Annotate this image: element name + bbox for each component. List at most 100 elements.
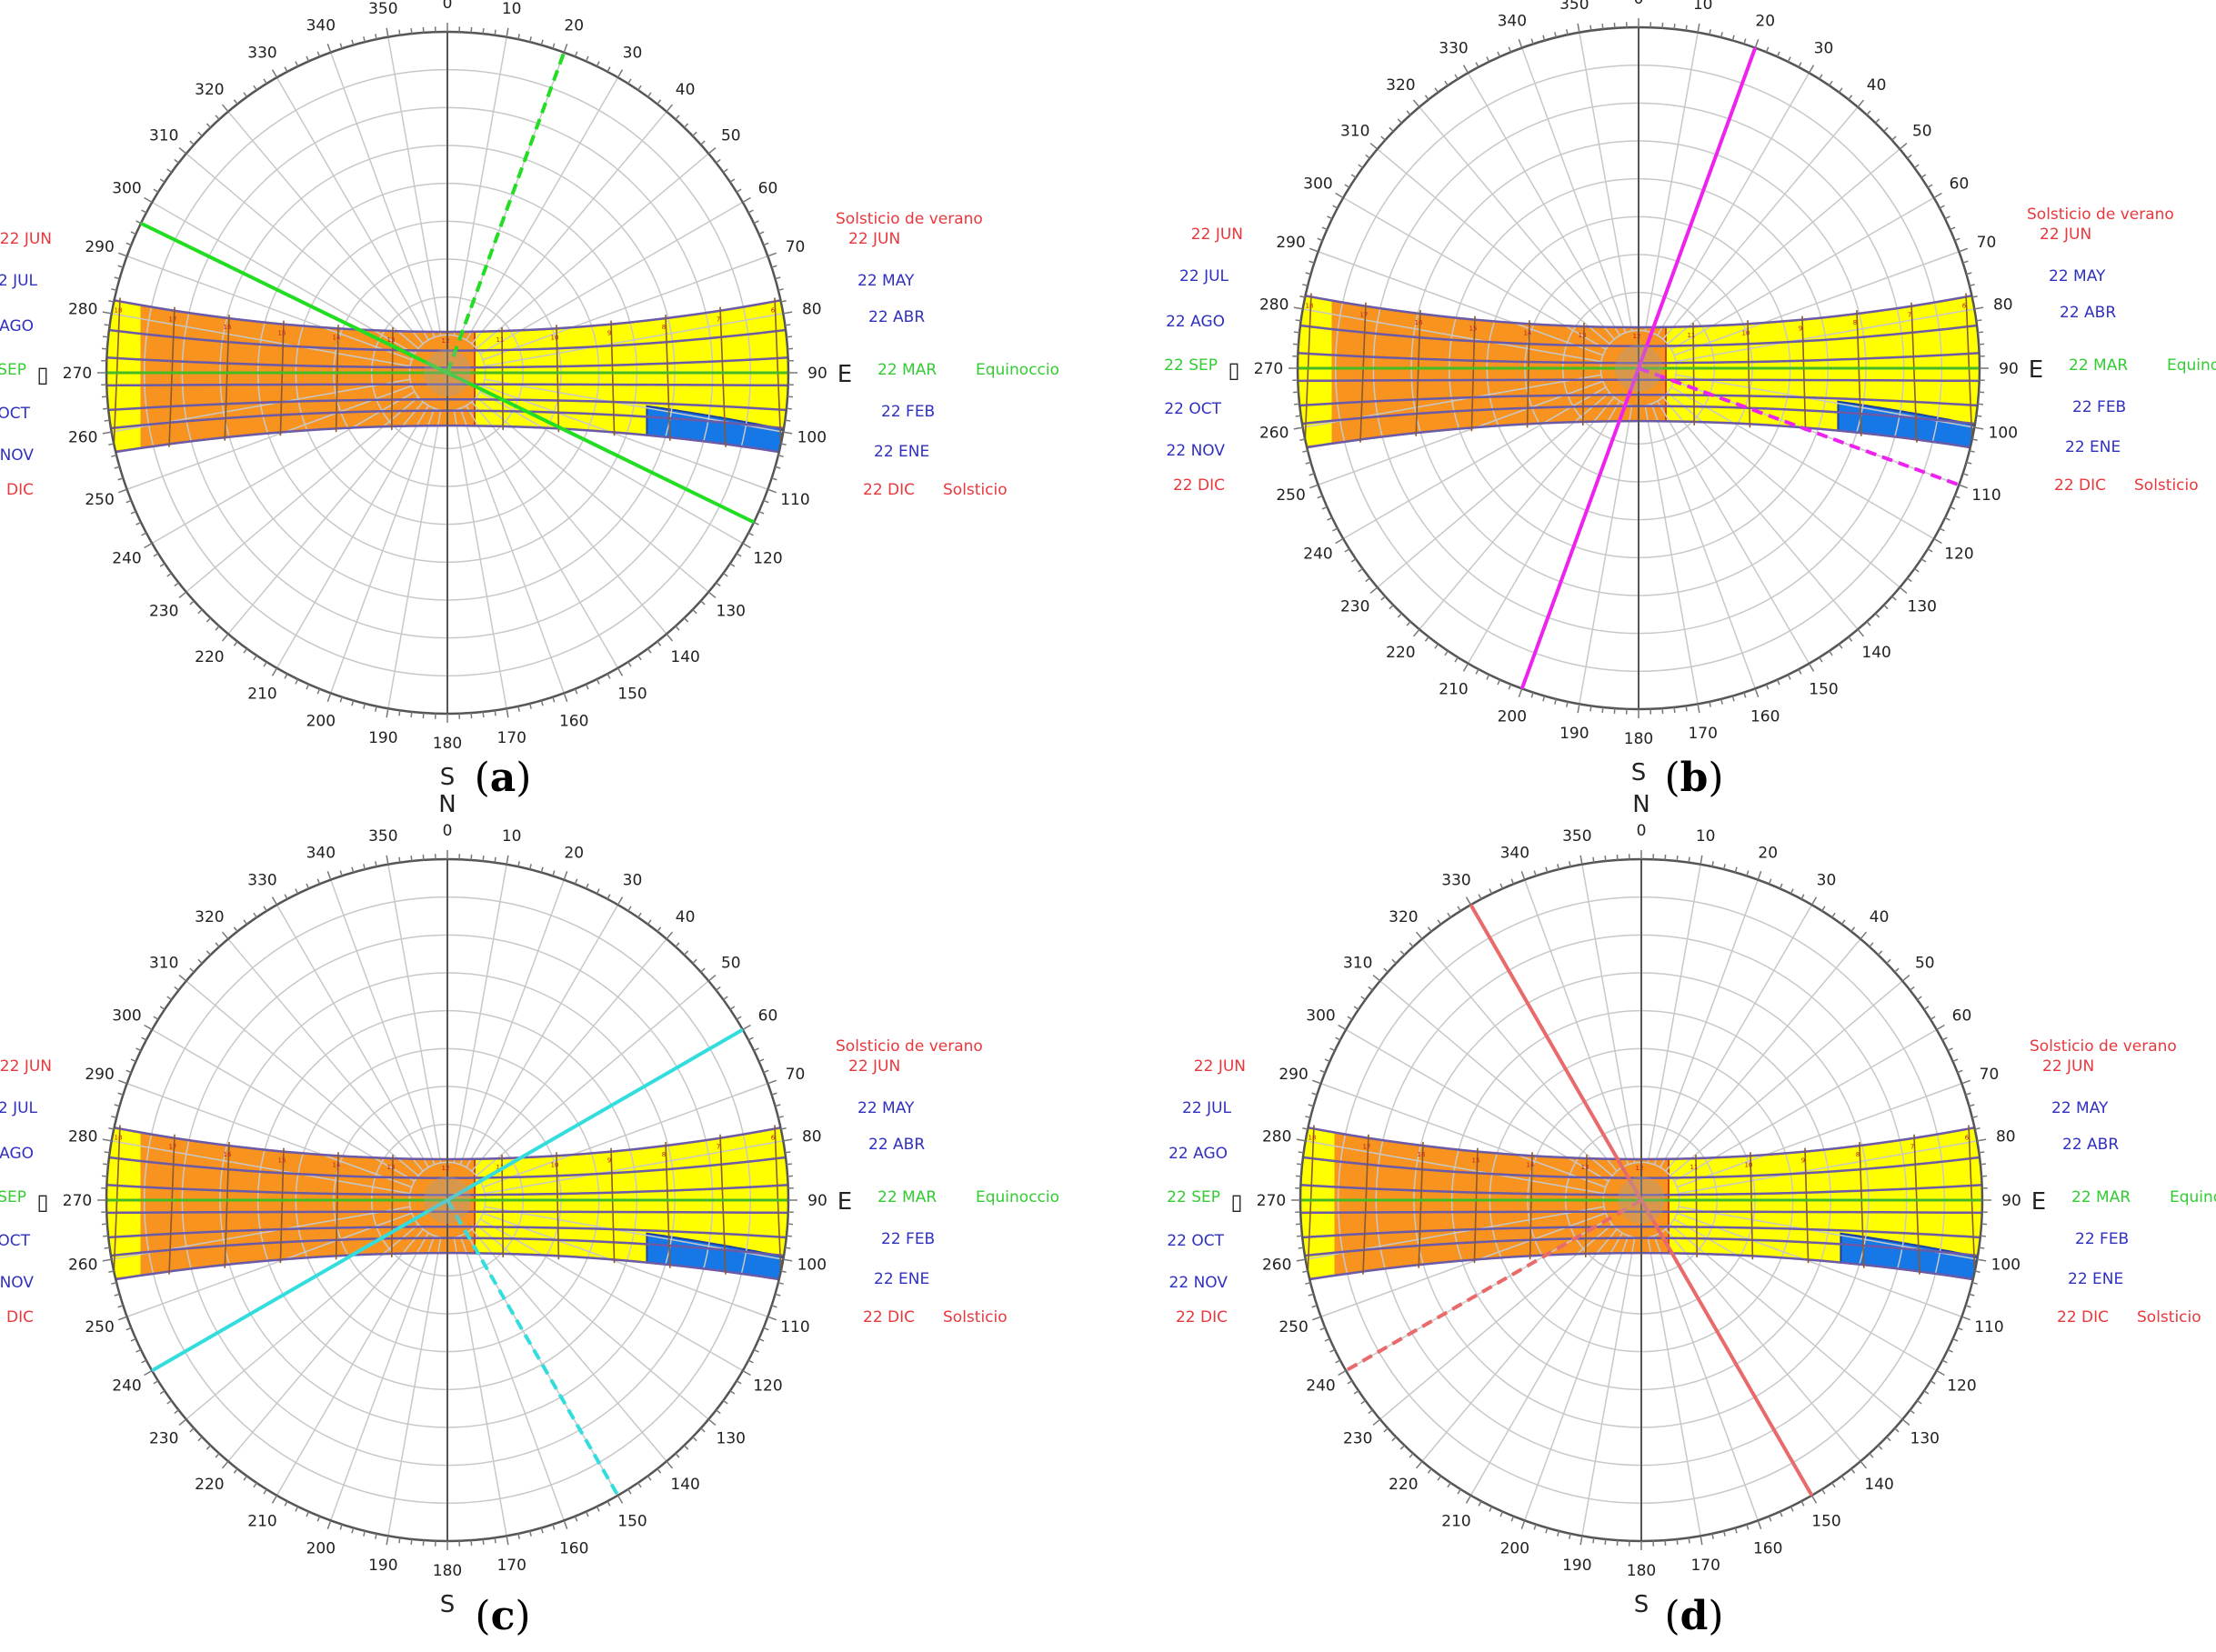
right-abr-label: 22 ABR	[2062, 1136, 2119, 1154]
right-feb-label: 22 FEB	[881, 403, 935, 421]
degree-tick	[667, 932, 672, 939]
right-jun-label: 22 JUN	[848, 230, 900, 248]
degree-tick	[767, 253, 776, 255]
degree-tick	[783, 1259, 792, 1261]
degree-tick	[647, 648, 651, 653]
degree-tick	[1895, 1428, 1899, 1432]
summer-solstice-label: Solsticio de verano	[2030, 1037, 2177, 1056]
degree-tick	[483, 28, 484, 34]
degree-tick	[1769, 879, 1770, 885]
degree-tick	[607, 895, 610, 899]
degree-tick	[1930, 1016, 1935, 1019]
degree-tick	[628, 906, 631, 911]
left-jul-label: 22 JUL	[0, 272, 38, 290]
degree-tick	[785, 420, 790, 421]
degree-tick	[1689, 857, 1690, 863]
degree-tick	[386, 856, 388, 865]
degree-tick	[386, 28, 388, 37]
hour-label: 13	[387, 1164, 396, 1171]
degree-tick	[1674, 707, 1675, 713]
degree-tick	[1458, 1489, 1460, 1494]
degree-tick	[340, 871, 342, 876]
azimuth-label: 170	[1688, 725, 1717, 743]
degree-tick	[1839, 88, 1842, 93]
degree-tick	[1822, 906, 1825, 911]
degree-tick	[1801, 1501, 1804, 1506]
right-jun-label: 22 JUN	[2042, 1057, 2094, 1076]
degree-tick	[1961, 1317, 1970, 1319]
degree-tick	[1849, 95, 1852, 100]
degree-tick	[1937, 1371, 1945, 1376]
azimuth-label: 340	[1498, 13, 1527, 31]
east-label: E	[2031, 1188, 2046, 1216]
degree-tick	[564, 693, 567, 701]
degree-tick	[206, 951, 210, 955]
degree-tick	[1948, 1048, 1952, 1051]
degree-tick	[264, 1489, 266, 1494]
west-label: ▯	[36, 362, 48, 387]
degree-tick	[597, 679, 599, 684]
left-nov-label: 22 NOV	[0, 1274, 34, 1292]
degree-tick	[254, 656, 256, 660]
azimuth-label: 260	[68, 429, 97, 447]
degree-tick	[223, 634, 228, 641]
azimuth-label: 60	[758, 1007, 778, 1026]
right-mar-label: 22 MAR	[877, 1188, 937, 1206]
degree-tick	[1945, 517, 1950, 520]
hour-label: 6	[1962, 303, 1967, 310]
degree-tick	[179, 976, 186, 981]
left-oct-label: 22 OCT	[1164, 400, 1221, 418]
degree-tick	[1369, 986, 1373, 990]
degree-tick	[136, 522, 141, 525]
degree-tick	[1479, 895, 1481, 899]
degree-tick	[1980, 1164, 1986, 1165]
degree-tick	[1438, 920, 1441, 925]
degree-tick	[1330, 1048, 1335, 1051]
degree-tick	[126, 500, 132, 502]
azimuth-label: 290	[1276, 234, 1305, 252]
hour-label: 17	[169, 316, 177, 324]
degree-tick	[1348, 1016, 1352, 1019]
degree-tick	[1435, 644, 1439, 648]
degree-tick	[701, 968, 705, 972]
degree-tick	[167, 1400, 172, 1404]
azimuth-label: 90	[807, 365, 827, 383]
azimuth-label: 30	[623, 872, 643, 890]
right-ene-label: 22 ENE	[874, 1270, 929, 1288]
azimuth-label: 30	[1817, 872, 1837, 890]
hour-label: 9	[607, 330, 611, 337]
azimuth-label: 300	[112, 1007, 141, 1026]
degree-tick	[1978, 332, 1983, 333]
azimuth-radial	[277, 405, 429, 668]
hour-label: 7	[717, 316, 720, 324]
degree-tick	[1312, 1306, 1318, 1307]
hour-label: 13	[1579, 332, 1587, 339]
right-mar-label: 22 MAR	[877, 361, 937, 379]
degree-tick	[764, 1327, 769, 1329]
azimuth-radial	[1525, 1236, 1629, 1520]
azimuth-radial	[1582, 1237, 1635, 1536]
left-ago-label: 22 AGO	[0, 317, 34, 335]
winter-solstice-label: Solsticio	[943, 481, 1008, 499]
east-label: E	[837, 1188, 852, 1216]
degree-tick	[1942, 1360, 1947, 1363]
degree-tick	[667, 634, 672, 641]
left-oct-label: 22 OCT	[0, 1232, 31, 1250]
center-marker	[1615, 345, 1662, 392]
center-marker	[424, 1176, 471, 1224]
hour-label: 14	[333, 1161, 341, 1168]
azimuth-label: 100	[1989, 425, 2018, 443]
azimuth-radial	[1663, 397, 1858, 629]
degree-tick	[145, 198, 153, 203]
degree-tick	[1902, 976, 1910, 981]
degree-tick	[1870, 943, 1873, 946]
degree-tick	[717, 583, 721, 586]
degree-tick	[764, 500, 769, 502]
azimuth-radial	[1645, 405, 1698, 704]
hour-label: 15	[1469, 325, 1478, 333]
azimuth-label: 80	[802, 300, 822, 318]
degree-tick	[1966, 1306, 1971, 1307]
degree-tick	[1812, 897, 1817, 906]
degree-tick	[553, 44, 555, 49]
degree-tick	[118, 265, 124, 267]
